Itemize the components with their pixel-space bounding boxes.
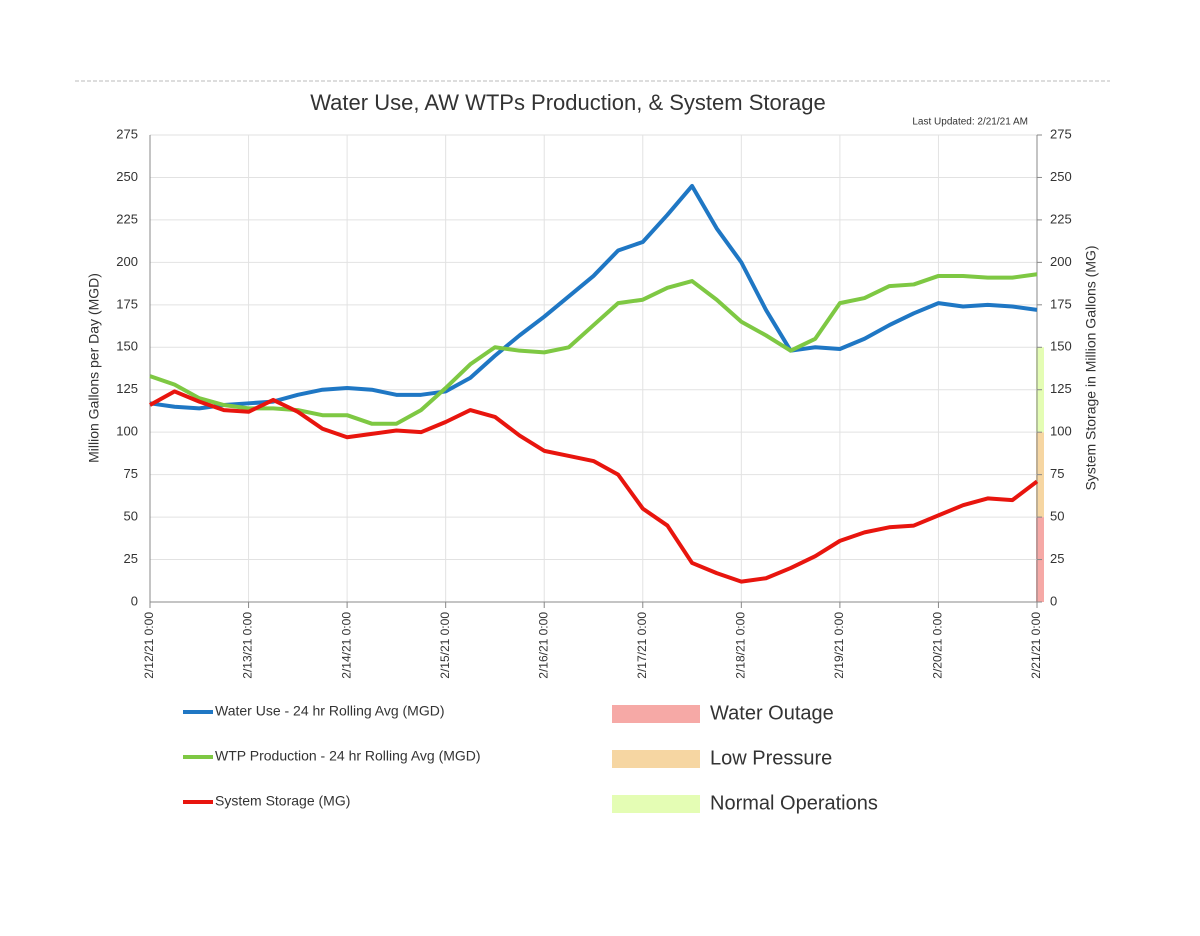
y-tick-label: 225 xyxy=(116,211,138,226)
zone-legend-label: Water Outage xyxy=(710,702,834,724)
series-line xyxy=(149,389,1039,584)
y-axis-label: Million Gallons per Day (MGD) xyxy=(86,273,102,463)
x-tick-label: 2/13/21 0:00 xyxy=(241,612,255,679)
y2-tick-label: 50 xyxy=(1050,509,1064,524)
y2-tick-label: 125 xyxy=(1050,381,1072,396)
y-tick-label: 100 xyxy=(116,424,138,439)
chart-title: Water Use, AW WTPs Production, & System … xyxy=(310,90,826,115)
x-tick-label: 2/19/21 0:00 xyxy=(832,612,846,679)
y-tick-label: 0 xyxy=(131,593,138,608)
zone-legend-label: Normal Operations xyxy=(710,792,878,814)
x-tick-label: 2/18/21 0:00 xyxy=(734,612,748,679)
legend-label: WTP Production - 24 hr Rolling Avg (MGD) xyxy=(215,748,481,764)
x-tick-label: 2/16/21 0:00 xyxy=(536,612,550,679)
y2-tick-label: 0 xyxy=(1050,593,1057,608)
y-tick-label: 75 xyxy=(124,466,138,481)
y2-tick-label: 75 xyxy=(1050,466,1064,481)
series-line xyxy=(149,272,1038,426)
annotation: Last Updated: 2/21/21 AM xyxy=(912,117,1028,128)
x-tick-label: 2/12/21 0:00 xyxy=(142,612,156,679)
y2-tick-label: 100 xyxy=(1050,424,1072,439)
y2-tick-label: 200 xyxy=(1050,254,1072,269)
y-tick-label: 50 xyxy=(124,509,138,524)
x-tick-label: 2/15/21 0:00 xyxy=(438,612,452,679)
zone-legend-label: Low Pressure xyxy=(710,747,832,769)
x-tick-label: 2/20/21 0:00 xyxy=(931,612,945,679)
y-tick-label: 175 xyxy=(116,296,138,311)
y-tick-label: 200 xyxy=(116,254,138,269)
zone-legend-swatch xyxy=(612,795,700,813)
y2-axis-label: System Storage in Million Gallons (MG) xyxy=(1083,245,1099,490)
zone-legend-swatch xyxy=(612,705,700,723)
y-tick-label: 25 xyxy=(124,551,138,566)
legend-label: Water Use - 24 hr Rolling Avg (MGD) xyxy=(215,703,445,719)
series-line xyxy=(149,183,1038,411)
y-tick-label: 150 xyxy=(116,339,138,354)
y2-tick-label: 25 xyxy=(1050,551,1064,566)
x-tick-label: 2/21/21 0:00 xyxy=(1029,612,1043,679)
legend-label: System Storage (MG) xyxy=(215,793,350,809)
x-tick-label: 2/14/21 0:00 xyxy=(339,612,353,679)
zone-legend-swatch xyxy=(612,750,700,768)
y2-tick-label: 225 xyxy=(1050,211,1072,226)
y2-tick-label: 150 xyxy=(1050,339,1072,354)
y-tick-label: 250 xyxy=(116,169,138,184)
x-tick-label: 2/17/21 0:00 xyxy=(635,612,649,679)
y-tick-label: 275 xyxy=(116,126,138,141)
y2-tick-label: 250 xyxy=(1050,169,1072,184)
y-tick-label: 125 xyxy=(116,381,138,396)
y2-tick-label: 275 xyxy=(1050,126,1072,141)
y2-tick-label: 175 xyxy=(1050,296,1072,311)
